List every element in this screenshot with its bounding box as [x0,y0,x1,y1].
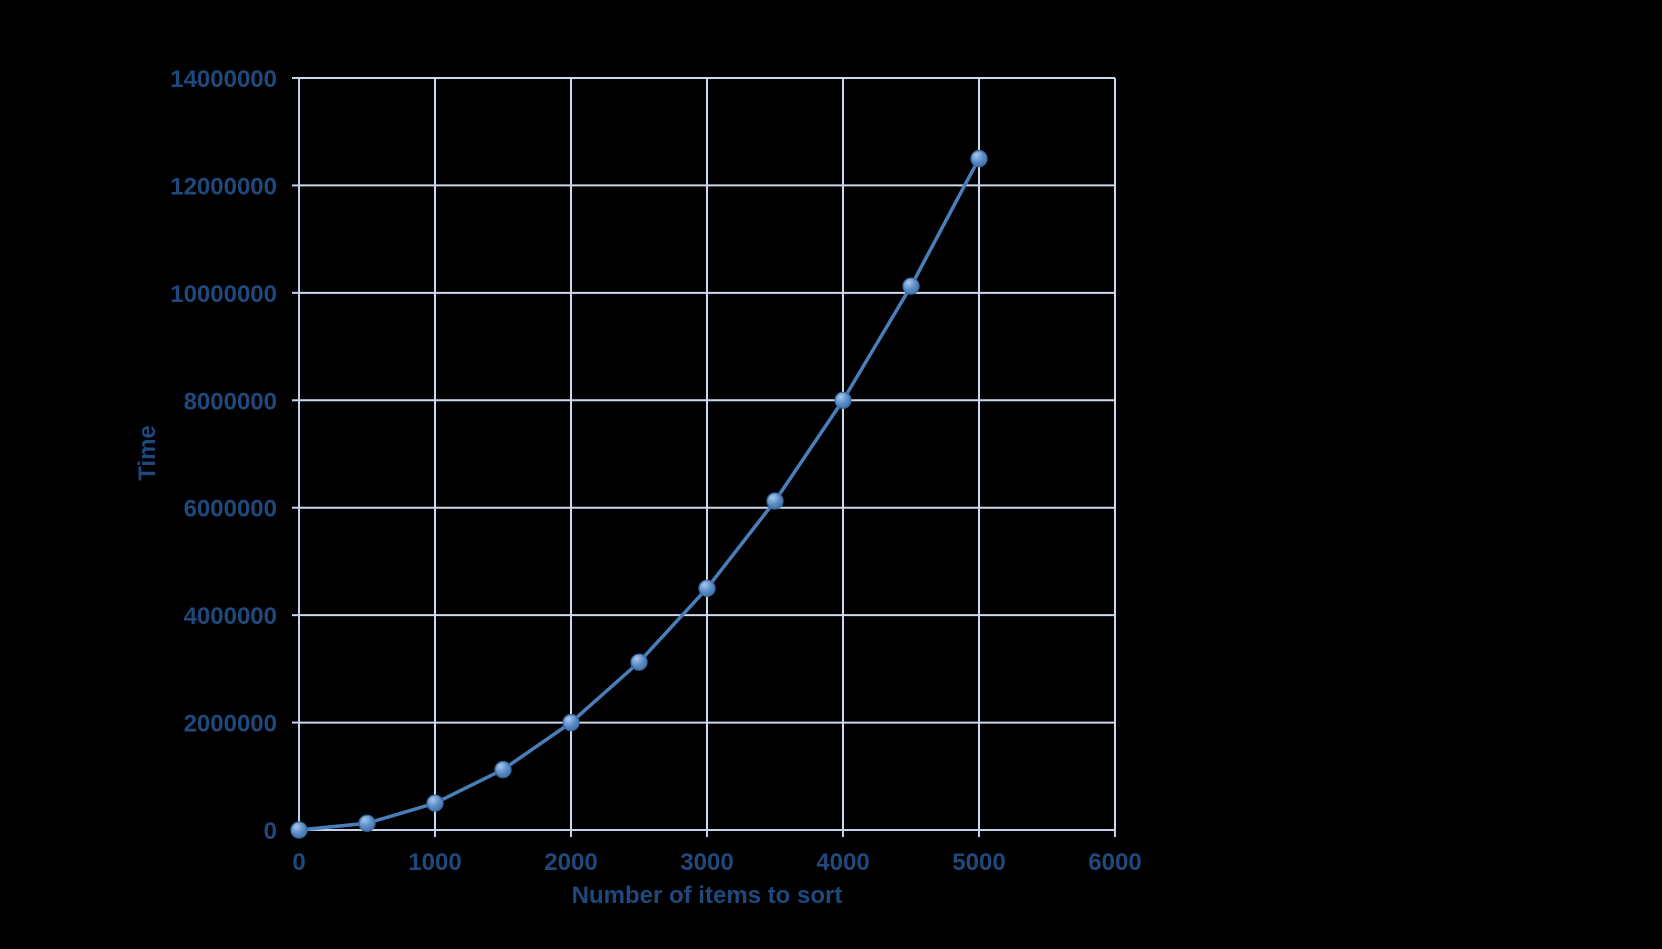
y-tick-label: 2000000 [184,711,277,738]
data-point-marker [970,149,988,168]
series-layer [290,149,988,839]
data-point-marker [290,821,308,839]
data-point-marker [358,814,376,832]
tick-label-layer: 0 1000 2000 3000 4000 5000 6000 0 2000000 4000000… [170,66,1141,876]
y-tick-label: 12000000 [170,173,277,200]
data-point-marker [766,492,784,510]
y-tick-label: 14000000 [170,66,277,93]
series-line [297,156,981,832]
y-tick-label: 0 [264,818,277,845]
data-point-marker [630,653,648,671]
x-tick-label: 2000 [544,849,597,876]
x-tick-label: 4000 [816,849,869,876]
data-point-marker [902,277,920,295]
data-point-marker [834,391,852,409]
data-point-marker [698,579,716,597]
data-point-marker [426,794,444,812]
y-tick-label: 10000000 [170,281,277,308]
data-point-marker [494,760,512,779]
x-axis-title: Number of items to sort [572,882,843,909]
x-tick-label: 0 [292,849,305,876]
x-tick-label: 5000 [952,849,1005,876]
x-tick-label: 3000 [680,849,733,876]
y-tick-label: 8000000 [184,388,277,415]
x-tick-label: 6000 [1088,849,1141,876]
x-tick-label: 1000 [408,849,461,876]
y-tick-label: 6000000 [184,496,277,523]
y-tick-label: 4000000 [184,603,277,630]
data-point-marker [562,713,580,732]
y-axis-title: Time [134,425,161,481]
grid-layer [298,77,1116,831]
